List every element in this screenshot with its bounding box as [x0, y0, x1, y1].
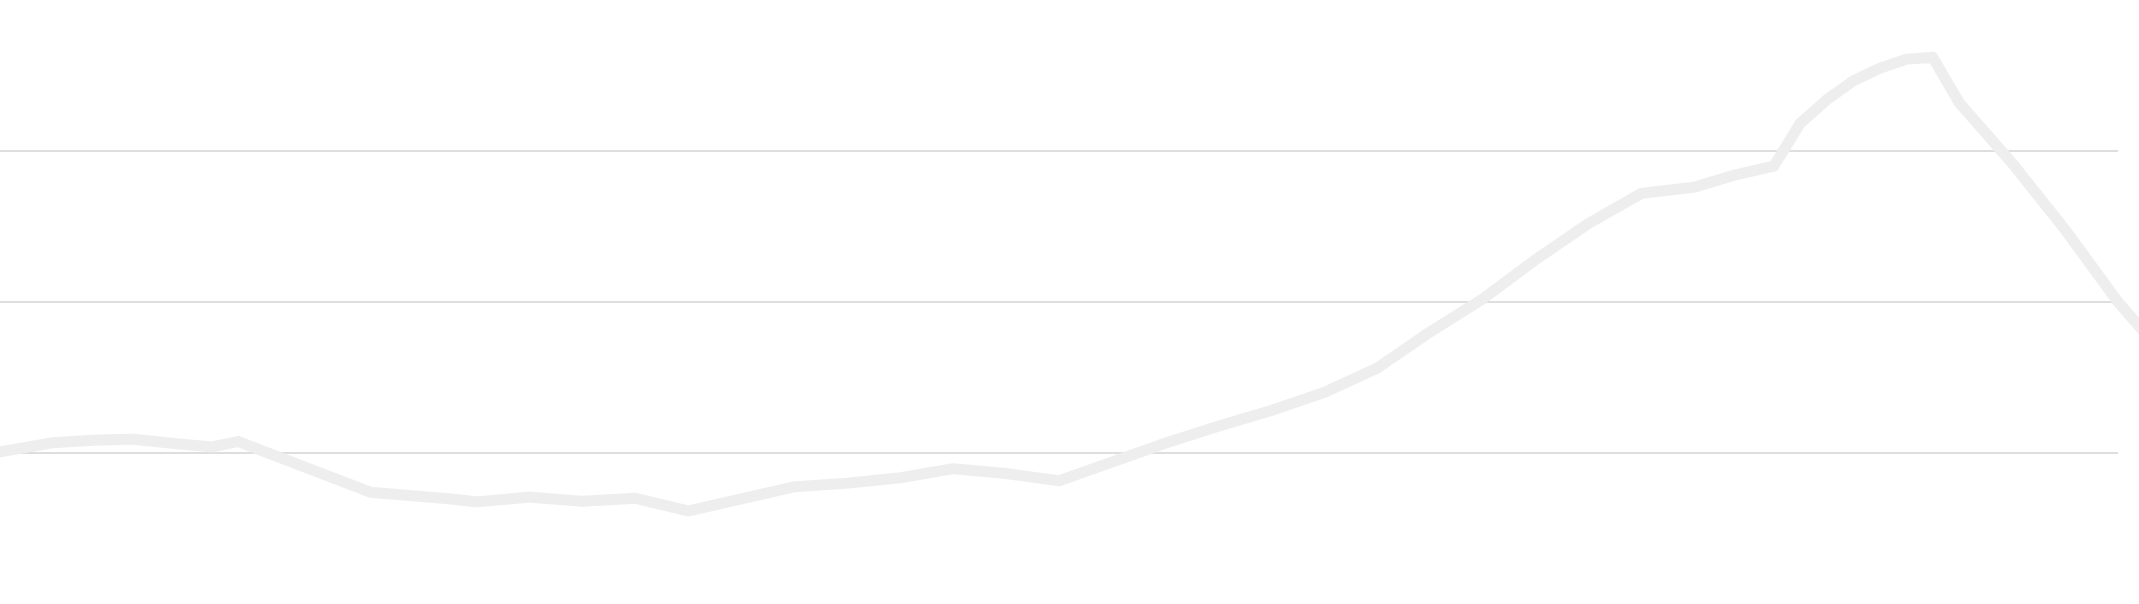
series-line-gray	[0, 51, 2139, 517]
